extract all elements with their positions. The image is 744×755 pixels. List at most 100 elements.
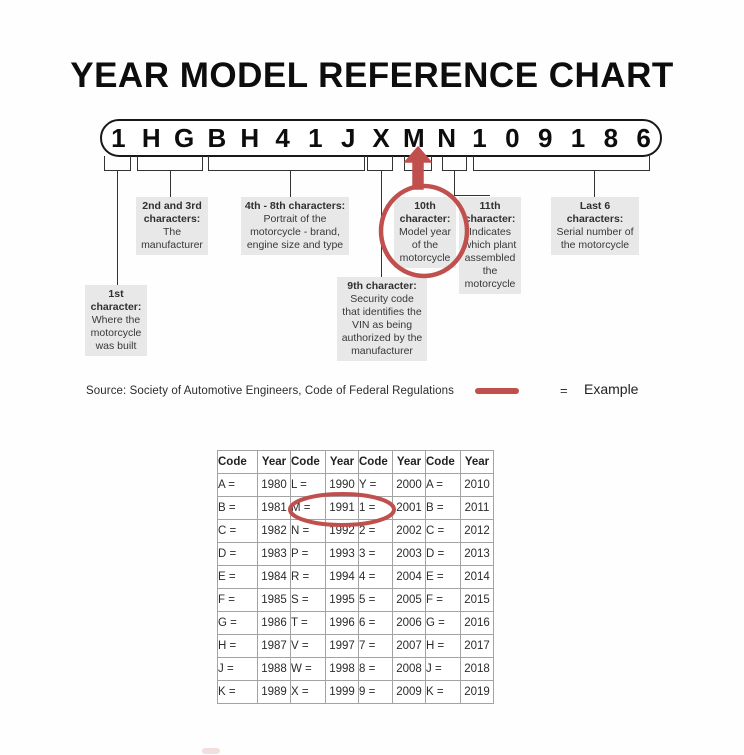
code-cell: 4 = [358, 565, 393, 589]
year-code-table: Code Year Code Year Code Year Code Year … [217, 450, 494, 704]
year-cell: 2008 [392, 657, 426, 681]
year-cell: 2002 [392, 519, 426, 543]
table-header-year-1: Year [257, 450, 291, 474]
vin-character-9: X [372, 123, 390, 153]
year-cell: 1993 [325, 542, 359, 566]
year-cell: 1980 [257, 473, 291, 497]
code-cell: S = [290, 588, 326, 612]
code-cell: 1 = [358, 496, 393, 520]
table-row: G = 1986 T = 1996 6 = 2006 G = 2016 [217, 611, 494, 635]
year-cell: 1988 [257, 657, 291, 681]
callout-4th-8th-body: Portrait of the motorcycle - brand, engi… [246, 213, 344, 251]
callout-1st-character: 1st character: Where the motorcycle was … [85, 285, 147, 356]
vin-character-3: G [173, 123, 195, 153]
table-row: E = 1984 R = 1994 4 = 2004 E = 2014 [217, 565, 494, 589]
callout-last-6-body: Serial number of the motorcycle [556, 226, 634, 251]
year-cell: 2006 [392, 611, 426, 635]
bracket-last-6 [473, 156, 650, 171]
connector-char-9 [381, 171, 382, 277]
vin-character-13: 0 [505, 123, 520, 153]
year-cell: 2003 [392, 542, 426, 566]
year-cell: 1985 [257, 588, 291, 612]
code-cell: E = [217, 565, 258, 589]
table-header-code-2: Code [290, 450, 326, 474]
table-row: A = 1980 L = 1990 Y = 2000 A = 2010 [217, 473, 494, 497]
code-cell: 7 = [358, 634, 393, 658]
code-cell: R = [290, 565, 326, 589]
year-cell: 1997 [325, 634, 359, 658]
table-row: B = 1981 M = 1991 1 = 2001 B = 2011 [217, 496, 494, 520]
table-row: D = 1983 P = 1993 3 = 2003 D = 2013 [217, 542, 494, 566]
code-cell: H = [217, 634, 258, 658]
code-cell: V = [290, 634, 326, 658]
year-cell: 1995 [325, 588, 359, 612]
table-row: H = 1987 V = 1997 7 = 2007 H = 2017 [217, 634, 494, 658]
year-cell: 1998 [325, 657, 359, 681]
table-row: C = 1982 N = 1992 2 = 2002 C = 2012 [217, 519, 494, 543]
code-cell: D = [217, 542, 258, 566]
table-header-code-4: Code [425, 450, 461, 474]
year-cell: 2019 [460, 680, 494, 704]
vin-box: 1 H G B H 4 1 J X M N 1 0 9 1 8 6 [100, 119, 662, 157]
connector-char-11-h [454, 195, 490, 196]
code-cell: B = [425, 496, 461, 520]
connector-char-1 [117, 171, 118, 285]
code-cell: C = [217, 519, 258, 543]
callout-11th-body: Indicates which plant assembled the moto… [463, 226, 517, 290]
table-row: F = 1985 S = 1995 5 = 2005 F = 2015 [217, 588, 494, 612]
year-cell: 1989 [257, 680, 291, 704]
callout-4th-8th-header: 4th - 8th characters: [244, 200, 346, 212]
year-cell: 1987 [257, 634, 291, 658]
year-cell: 1986 [257, 611, 291, 635]
code-cell: F = [425, 588, 461, 612]
year-cell: 1994 [325, 565, 359, 589]
vin-character-1: 1 [111, 123, 126, 153]
code-cell: T = [290, 611, 326, 635]
callout-9th-header: 9th character: [347, 280, 417, 292]
callout-1st-header: 1st character: [90, 288, 142, 313]
connector-chars-2-3 [170, 171, 171, 197]
year-cell: 2000 [392, 473, 426, 497]
year-cell: 1981 [257, 496, 291, 520]
callout-2nd-3rd-header: 2nd and 3rd characters: [142, 200, 202, 225]
year-cell: 2005 [392, 588, 426, 612]
vin-character-11: N [437, 123, 457, 153]
year-cell: 2017 [460, 634, 494, 658]
year-cell: 2013 [460, 542, 494, 566]
code-cell: 8 = [358, 657, 393, 681]
callout-11th-header: 11th character: [464, 200, 516, 225]
year-cell: 2007 [392, 634, 426, 658]
code-cell: J = [425, 657, 461, 681]
bracket-chars-2-3 [137, 156, 203, 171]
code-cell: A = [425, 473, 461, 497]
code-cell: D = [425, 542, 461, 566]
vin-character-6: 4 [275, 123, 290, 153]
code-cell: A = [217, 473, 258, 497]
year-cell: 1990 [325, 473, 359, 497]
code-cell: 3 = [358, 542, 393, 566]
table-header-row: Code Year Code Year Code Year Code Year [217, 450, 494, 474]
code-cell: W = [290, 657, 326, 681]
year-cell: 2014 [460, 565, 494, 589]
connector-chars-4-8 [290, 171, 291, 197]
table-header-code-3: Code [358, 450, 393, 474]
year-code-table-body: A = 1980 L = 1990 Y = 2000 A = 2010 B = 1981 M = 19… [217, 473, 494, 704]
code-cell: 2 = [358, 519, 393, 543]
year-cell: 2012 [460, 519, 494, 543]
code-cell: N = [290, 519, 326, 543]
vin-character-17: 6 [636, 123, 651, 153]
code-cell: J = [217, 657, 258, 681]
callout-2nd-3rd-characters: 2nd and 3rd characters: The manufacturer [136, 197, 208, 255]
year-cell: 2004 [392, 565, 426, 589]
year-cell: 1991 [325, 496, 359, 520]
source-note: Source: Society of Automotive Engineers,… [86, 385, 454, 397]
code-cell: L = [290, 473, 326, 497]
bracket-char-1 [104, 156, 131, 171]
code-cell: H = [425, 634, 461, 658]
callout-last-6-characters: Last 6 characters: Serial number of the … [551, 197, 639, 255]
connector-last-6 [594, 171, 595, 197]
table-row: J = 1988 W = 1998 8 = 2008 J = 2018 [217, 657, 494, 681]
year-cell: 1996 [325, 611, 359, 635]
code-cell: E = [425, 565, 461, 589]
